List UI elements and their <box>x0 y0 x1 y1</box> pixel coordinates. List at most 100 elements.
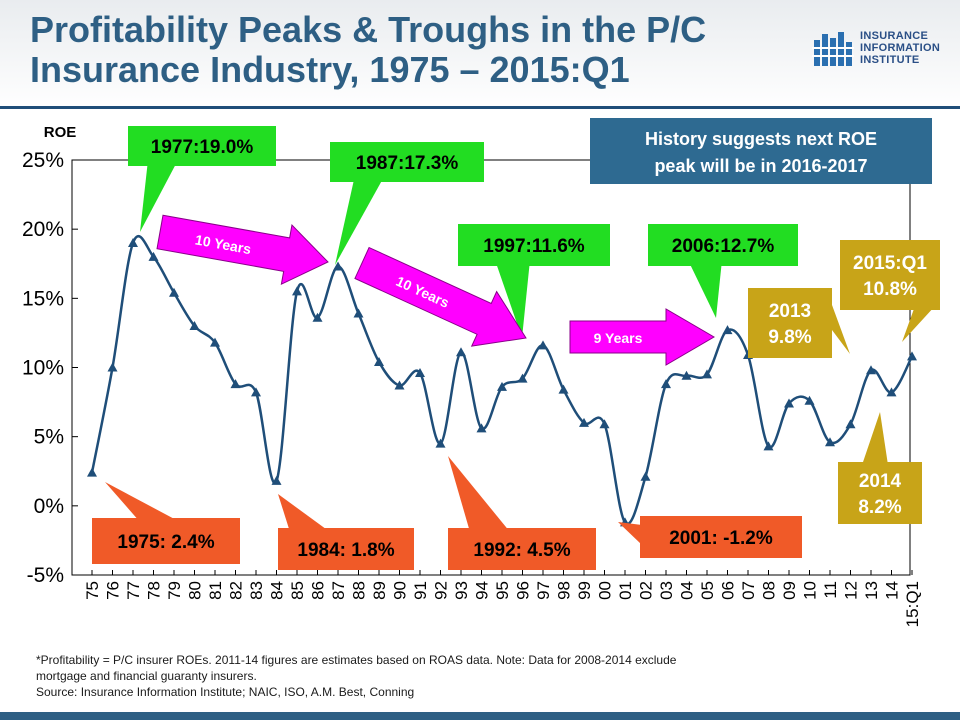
callout-peak-1997: 1997:11.6% <box>458 224 610 338</box>
data-point <box>189 321 200 330</box>
footnote: *Profitability = P/C insurer ROEs. 2011-… <box>36 652 856 700</box>
data-point <box>599 419 610 429</box>
callout-peak-2006: 2006:12.7% <box>648 224 798 318</box>
data-point <box>497 381 507 391</box>
callout-trough-2001-pointer <box>618 522 642 545</box>
x-tick-label: 87 <box>329 581 348 600</box>
data-point <box>251 387 261 397</box>
x-tick-label: 92 <box>432 581 451 600</box>
data-point <box>681 370 692 380</box>
callout-2015q1-box <box>840 240 940 310</box>
data-point <box>169 287 179 297</box>
callout-2014: 2014 8.2% <box>838 412 922 524</box>
arrow-9-years-shape <box>569 308 715 366</box>
bottom-bar <box>0 712 960 720</box>
data-point <box>210 337 220 347</box>
footnote-line-3: Source: Insurance Information Institute;… <box>36 685 415 699</box>
x-tick-label: 02 <box>637 581 656 600</box>
footnote-line-1: *Profitability = P/C insurer ROEs. 2011-… <box>36 653 677 667</box>
title-line-1: Profitability Peaks & Troughs in the P/C <box>30 9 707 50</box>
y-axis-label: ROE <box>44 124 77 141</box>
callout-2014-pointer <box>862 412 888 465</box>
callout-peak-1987: 1987:17.3% <box>330 142 484 265</box>
callout-trough-2001-label: 2001: -1.2% <box>669 528 773 549</box>
y-tick-label: -5% <box>27 564 64 587</box>
history-note-line-1: History suggests next ROE <box>645 129 877 149</box>
x-tick-label: 14 <box>883 581 902 600</box>
data-point <box>866 365 876 375</box>
callout-trough-1984-label: 1984: 1.8% <box>297 540 394 561</box>
history-note-line-2: peak will be in 2016-2017 <box>654 156 867 176</box>
data-point <box>825 437 835 447</box>
x-tick-label: 90 <box>391 581 410 600</box>
callout-trough-1992: 1992: 4.5% <box>448 456 596 570</box>
x-tick-label: 11 <box>821 581 840 599</box>
x-tick-label: 81 <box>206 581 225 600</box>
x-tick-label: 97 <box>534 581 553 600</box>
callout-trough-1984-pointer <box>278 494 330 532</box>
x-tick-label: 09 <box>780 581 799 600</box>
x-tick-label: 76 <box>104 581 123 600</box>
data-point <box>517 373 528 383</box>
x-tick-label: 94 <box>473 581 492 600</box>
data-point <box>661 379 671 389</box>
data-point <box>312 312 323 322</box>
data-point <box>845 419 856 429</box>
arrow-9-years-label: 9 Years <box>594 330 643 346</box>
data-point <box>148 251 159 261</box>
logo-line-2: INFORMATION <box>860 42 941 54</box>
callout-trough-1992-box <box>448 528 596 570</box>
x-tick-label: 91 <box>411 581 430 600</box>
x-tick-label: 01 <box>616 581 635 600</box>
callout-peak-1987-pointer <box>335 175 385 265</box>
callout-peak-1977: 1977:19.0% <box>128 126 276 232</box>
history-note: History suggests next ROE peak will be in… <box>590 118 932 184</box>
data-point <box>353 308 364 318</box>
y-tick-label: 20% <box>22 218 64 241</box>
x-tick-label: 12 <box>842 581 861 600</box>
callout-trough-1975-label: 1975: 2.4% <box>117 532 214 553</box>
data-point <box>722 325 733 335</box>
callout-peak-1977-label: 1977:19.0% <box>151 137 254 158</box>
y-tick-label: 0% <box>34 495 64 518</box>
x-tick-label: 06 <box>719 581 738 600</box>
data-point <box>435 438 446 448</box>
x-tick-label: 00 <box>596 581 615 600</box>
x-tick-label: 79 <box>165 581 184 600</box>
callout-trough-1992-pointer <box>448 456 510 532</box>
x-tick-label: 89 <box>370 581 389 600</box>
callout-trough-1984: 1984: 1.8% <box>278 494 414 570</box>
callout-peak-1987-box <box>330 142 484 182</box>
x-tick-label: 15:Q1 <box>903 581 922 627</box>
data-point <box>538 340 548 350</box>
x-tick-label: 86 <box>309 581 328 600</box>
history-note-box <box>590 118 932 184</box>
data-point <box>271 475 282 485</box>
callout-peak-1987-label: 1987:17.3% <box>356 153 459 174</box>
x-tick-label: 08 <box>760 581 779 600</box>
data-point <box>333 261 343 271</box>
arrow-10-years-1-shape <box>156 214 329 286</box>
page-title: Profitability Peaks & Troughs in the P/C… <box>30 10 800 90</box>
data-point <box>415 368 425 378</box>
x-tick-label: 77 <box>124 581 143 600</box>
x-tick-label: 78 <box>145 581 164 600</box>
y-tick-label: 10% <box>22 357 64 380</box>
data-point <box>579 417 589 427</box>
x-tick-label: 88 <box>350 581 369 600</box>
x-tick-label: 07 <box>739 581 758 600</box>
callout-2013-label: 2013 <box>769 301 811 322</box>
callout-2013-pointer <box>832 305 850 354</box>
footnote-line-2: mortgage and financial guaranty insurers… <box>36 669 257 683</box>
callout-peak-2006-label: 2006:12.7% <box>672 236 775 257</box>
x-tick-label: 03 <box>657 581 676 600</box>
x-tick-label: 13 <box>862 581 881 600</box>
callout-peak-2006-pointer <box>688 260 722 318</box>
data-point <box>558 384 569 394</box>
data-point <box>394 380 405 390</box>
x-tick-label: 95 <box>493 581 512 600</box>
data-point <box>640 471 651 481</box>
data-point <box>763 441 774 451</box>
callout-2015q1: 2015:Q1 10.8% <box>840 240 940 342</box>
